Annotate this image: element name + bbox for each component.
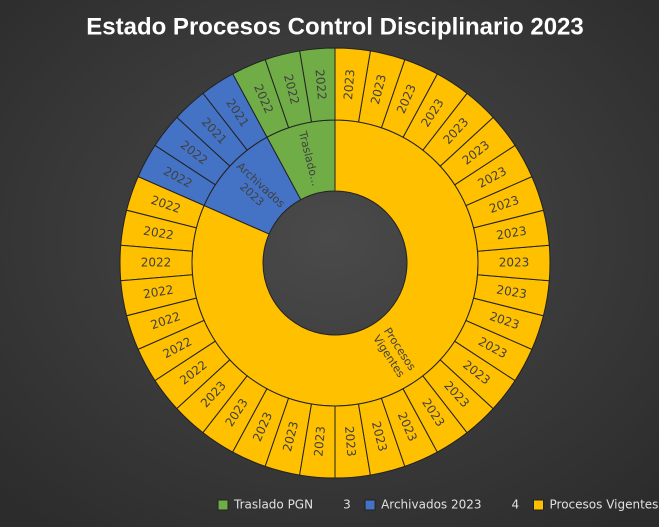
outer-segment (473, 274, 550, 317)
outer-segment (176, 92, 248, 167)
outer-segment (402, 73, 468, 151)
outer-segment (264, 397, 313, 476)
outer-segment (264, 50, 313, 129)
outer-segment (465, 175, 545, 229)
outer-segment (202, 375, 268, 453)
outer-label: 2023 (341, 69, 357, 101)
outer-segment (176, 359, 248, 434)
legend-value: 4 (512, 498, 520, 512)
outer-segment (402, 375, 468, 453)
outer-segment (154, 116, 231, 186)
outer-segment (422, 359, 494, 434)
outer-segment (119, 244, 194, 282)
legend-swatch (533, 499, 545, 511)
legend-swatch (217, 499, 229, 511)
outer-segment (380, 59, 439, 138)
legend-label: Traslado PGN (233, 498, 313, 512)
outer-segment (231, 388, 290, 467)
outer-segment (125, 297, 205, 351)
outer-segment (380, 388, 439, 467)
chart-title: Estado Procesos Control Disciplinario 20… (86, 13, 583, 40)
outer-label: 2023 (499, 256, 530, 270)
legend-swatch (364, 499, 376, 511)
outer-label: 2022 (142, 224, 174, 243)
outer-label: 2023 (311, 426, 327, 458)
outer-segment (299, 403, 336, 479)
outer-label: 2022 (142, 283, 174, 302)
outer-label: 2022 (312, 69, 328, 101)
outer-segment (357, 50, 406, 129)
outer-segment (120, 274, 197, 317)
outer-segment (439, 340, 516, 410)
outer-segment (120, 209, 197, 252)
outer-segment (202, 73, 268, 151)
outer-label: 2023 (495, 224, 527, 243)
outer-segment (439, 116, 516, 186)
outer-label: 2023 (342, 426, 358, 458)
outer-segment (473, 209, 550, 252)
outer-segment (154, 340, 231, 410)
legend-value: 3 (343, 498, 351, 512)
outer-segment (454, 319, 533, 382)
legend-label: Archivados 2023 (381, 498, 481, 512)
outer-segment (334, 47, 371, 123)
outer-segment (357, 397, 406, 476)
legend-label: Procesos Vigentes (550, 498, 659, 512)
outer-segment (137, 144, 216, 207)
outer-segment (476, 244, 551, 282)
outer-label: 2023 (495, 283, 527, 302)
outer-label: 2022 (141, 256, 172, 270)
outer-segment (454, 144, 533, 207)
outer-segment (422, 92, 494, 167)
outer-segment (137, 319, 216, 382)
outer-segment (231, 59, 290, 138)
